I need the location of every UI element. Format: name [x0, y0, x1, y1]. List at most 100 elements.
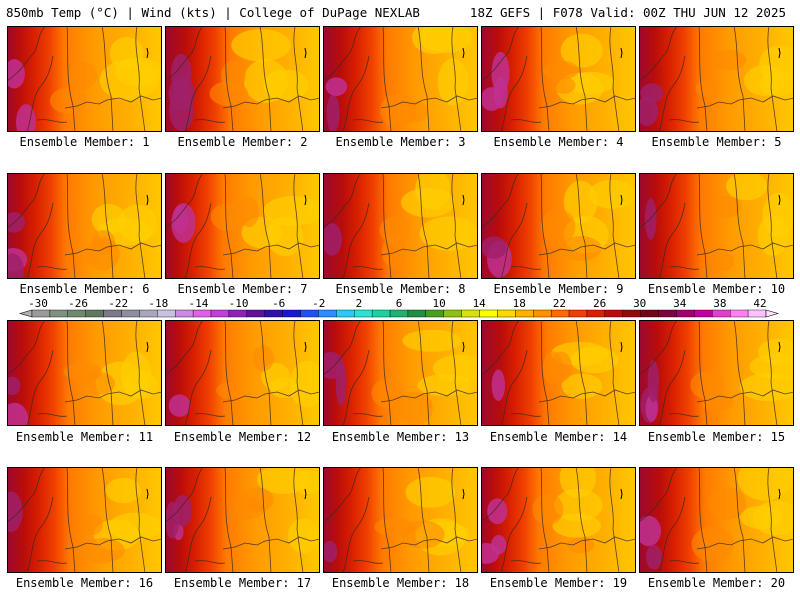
- ensemble-member-label: Ensemble Member: 14: [489, 430, 628, 444]
- colorbar-tick-label: 6: [396, 297, 403, 310]
- colorbar-bin: [371, 309, 391, 318]
- ensemble-member-label: Ensemble Member: 17: [173, 576, 312, 590]
- ensemble-member-map: [165, 320, 320, 426]
- colorbar-tick-label: 2: [356, 297, 363, 310]
- colorbar-bin: [103, 309, 122, 318]
- ensemble-member-label: Ensemble Member: 15: [647, 430, 786, 444]
- ensemble-member-map: [481, 320, 636, 426]
- colorbar-tick-label: -26: [68, 297, 88, 310]
- ensemble-member-map: [323, 26, 478, 132]
- colorbar-bin: [175, 309, 194, 318]
- colorbar-bin: [425, 309, 444, 318]
- ensemble-member-map: [7, 320, 162, 426]
- colorbar-bin: [622, 309, 641, 318]
- colorbar-bin: [658, 309, 677, 318]
- colorbar-bin: [747, 309, 767, 318]
- colorbar-bin: [550, 309, 570, 318]
- ensemble-member-label: Ensemble Member: 18: [331, 576, 470, 590]
- colorbar-bin: [139, 309, 158, 318]
- ensemble-member-label: Ensemble Member: 2: [177, 135, 308, 149]
- ensemble-member-label: Ensemble Member: 1: [19, 135, 150, 149]
- colorbar-bin: [586, 309, 606, 318]
- ensemble-member-map: [639, 173, 794, 279]
- colorbar-bin: [515, 309, 534, 318]
- colorbar-bin: [67, 309, 86, 318]
- colorbar-bin: [49, 309, 69, 318]
- ensemble-member-map: [165, 467, 320, 573]
- colorbar-tick-label: 18: [513, 297, 526, 310]
- ensemble-member-label: Ensemble Member: 12: [173, 430, 312, 444]
- colorbar-bin: [694, 309, 713, 318]
- colorbar-low-arrow: [18, 309, 33, 318]
- ensemble-member-label: Ensemble Member: 3: [335, 135, 466, 149]
- ensemble-member-map: [481, 467, 636, 573]
- ensemble-member-label: Ensemble Member: 6: [19, 282, 150, 296]
- colorbar-high-arrow: [765, 309, 780, 318]
- ensemble-member-label: Ensemble Member: 11: [15, 430, 154, 444]
- colorbar-tick-label: 38: [713, 297, 726, 310]
- ensemble-member-label: Ensemble Member: 16: [15, 576, 154, 590]
- colorbar-bin: [568, 309, 588, 318]
- colorbar-tick-label: -18: [148, 297, 168, 310]
- colorbar-bin: [443, 309, 462, 318]
- colorbar-tick-label: -22: [108, 297, 128, 310]
- ensemble-member-map: [481, 173, 636, 279]
- ensemble-member-label: Ensemble Member: 20: [647, 576, 786, 590]
- colorbar-tick-label: -2: [312, 297, 325, 310]
- ensemble-member-label: Ensemble Member: 9: [493, 282, 624, 296]
- colorbar-bin: [676, 309, 695, 318]
- colorbar-bin: [604, 309, 623, 318]
- colorbar-bin: [533, 309, 552, 318]
- colorbar-tick-label: 42: [753, 297, 766, 310]
- ensemble-member-map: [639, 320, 794, 426]
- colorbar-tick-label: -14: [188, 297, 208, 310]
- ensemble-member-label: Ensemble Member: 10: [647, 282, 786, 296]
- ensemble-member-map: [323, 320, 478, 426]
- colorbar-bin: [228, 309, 248, 318]
- colorbar-bin: [264, 309, 283, 318]
- ensemble-member-map: [639, 467, 794, 573]
- ensemble-member-label: Ensemble Member: 7: [177, 282, 308, 296]
- colorbar-tick-label: -6: [272, 297, 285, 310]
- colorbar-bin: [497, 309, 516, 318]
- colorbar-tick-label: 34: [673, 297, 687, 310]
- ensemble-member-map: [165, 26, 320, 132]
- ensemble-member-map: [7, 173, 162, 279]
- colorbar-bin: [354, 309, 373, 318]
- colorbar-bin: [210, 309, 230, 318]
- ensemble-member-label: Ensemble Member: 13: [331, 430, 470, 444]
- ensemble-member-label: Ensemble Member: 4: [493, 135, 624, 149]
- colorbar-bin: [479, 309, 498, 318]
- colorbar-bin: [282, 309, 301, 318]
- colorbar-bin: [712, 309, 731, 318]
- colorbar-bin: [300, 309, 319, 318]
- colorbar-bin: [640, 309, 659, 318]
- colorbar-bin: [121, 309, 140, 318]
- ensemble-member-map: [323, 467, 478, 573]
- colorbar-bin: [31, 309, 51, 318]
- colorbar: -30 -26 -22 -18 -14 -10 -6 -2 2 6 10 14 18 22 26 30 34 38…: [0, 296, 800, 322]
- ensemble-member-map: [481, 26, 636, 132]
- header-valid-time: 18Z GEFS | F078 Valid: 00Z THU JUN 12 20…: [469, 5, 786, 20]
- ensemble-member-label: Ensemble Member: 19: [489, 576, 628, 590]
- ensemble-member-map: [7, 26, 162, 132]
- colorbar-tick-label: 10: [432, 297, 445, 310]
- ensemble-member-map: [7, 467, 162, 573]
- colorbar-bin: [389, 309, 409, 318]
- colorbar-bin: [461, 309, 480, 318]
- colorbar-tick-label: 30: [633, 297, 646, 310]
- colorbar-bin: [246, 309, 265, 318]
- header-title: 850mb Temp (°C) | Wind (kts) | College o…: [6, 5, 420, 20]
- colorbar-tick-label: 14: [473, 297, 487, 310]
- colorbar-bin: [192, 309, 212, 318]
- colorbar-bin: [336, 309, 355, 318]
- colorbar-tick-label: 22: [553, 297, 566, 310]
- ensemble-member-map: [323, 173, 478, 279]
- colorbar-bin: [730, 309, 749, 318]
- colorbar-tick-label: -30: [28, 297, 48, 310]
- colorbar-bin: [157, 309, 176, 318]
- colorbar-tick-label: -10: [229, 297, 249, 310]
- colorbar-bin: [318, 309, 337, 318]
- ensemble-member-map: [165, 173, 320, 279]
- colorbar-bin: [85, 309, 104, 318]
